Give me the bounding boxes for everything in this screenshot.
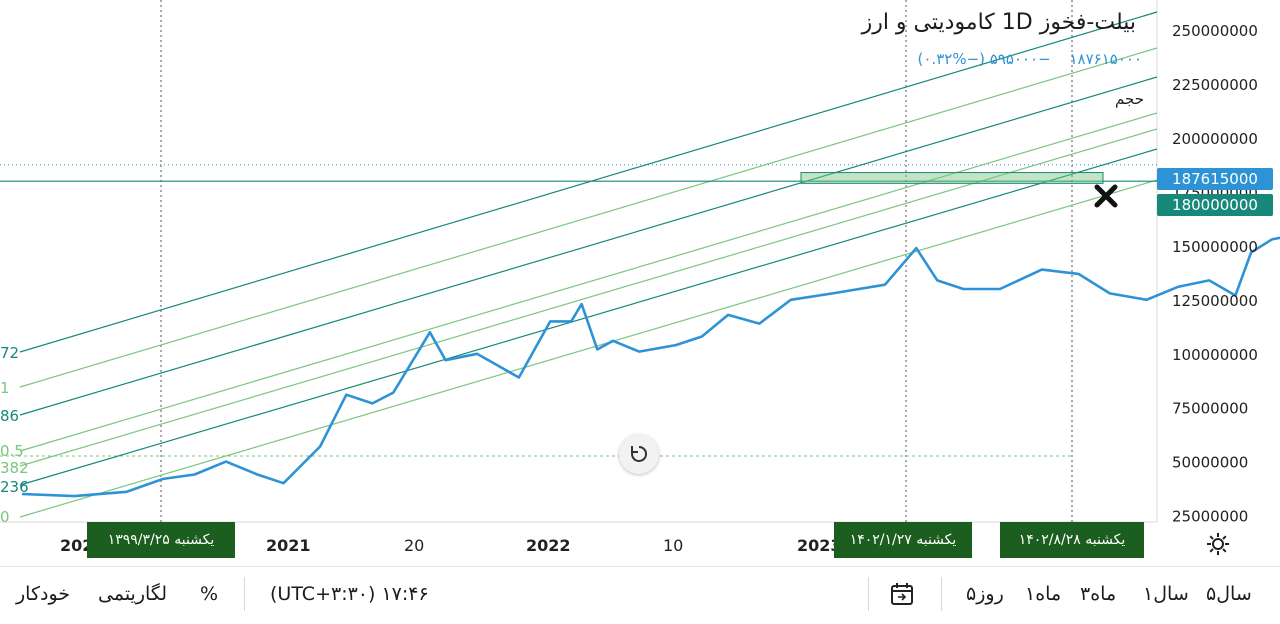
quote-line: ۱۸۷۶۱۵۰۰۰ −۵۹۵۰۰۰ (−۰.۳۲%)	[904, 50, 1142, 68]
calendar-icon	[891, 583, 913, 605]
range-5d-button[interactable]: ۵روز	[966, 583, 1004, 605]
fib-channel-line	[19, 76, 1158, 416]
y-tick-label: 25000000	[1172, 508, 1248, 526]
toolbar-separator	[941, 577, 942, 611]
current-price-tag: 187615000	[1157, 168, 1273, 190]
y-tick-label: 250000000	[1172, 22, 1258, 40]
toolbar-separator	[244, 577, 245, 611]
fib-level-label: 72	[0, 344, 19, 362]
fib-level-label: 236	[0, 478, 29, 496]
x-mark-icon	[1094, 184, 1118, 208]
y-tick-label: 125000000	[1172, 292, 1258, 310]
y-tick-label: 150000000	[1172, 238, 1258, 256]
price-line	[21, 236, 1280, 498]
x-tick-label: 2022	[526, 536, 571, 555]
auto-scale-toggle[interactable]: خودکار	[16, 583, 71, 605]
percent-toggle[interactable]: %	[200, 583, 219, 605]
y-tick-label: 75000000	[1172, 400, 1248, 418]
fib-level-label: 0.5	[0, 442, 24, 460]
y-tick-label: 225000000	[1172, 76, 1258, 94]
date-tag-3: یکشنبه ۱۴۰۲/۸/۲۸	[1000, 522, 1144, 558]
last-price: ۱۸۷۶۱۵۰۰۰	[1069, 50, 1142, 68]
gear-icon	[1207, 533, 1229, 555]
fib-channel-line	[19, 112, 1158, 452]
price-change: −۵۹۵۰۰۰ (−۰.۳۲%)	[917, 50, 1051, 68]
price-chart[interactable]: 2500000050000000750000001000000001250000…	[0, 0, 1280, 566]
fib-channel-line	[19, 148, 1158, 486]
date-range-button[interactable]	[889, 581, 915, 612]
settings-button[interactable]	[1200, 528, 1236, 560]
reset-icon	[631, 445, 648, 462]
range-3m-button[interactable]: ۳ماه	[1080, 583, 1117, 605]
x-tick-label: 202	[60, 536, 93, 555]
reset-chart-button[interactable]	[619, 434, 659, 474]
toolbar-separator	[868, 577, 869, 611]
fib-channel-line	[19, 11, 1158, 353]
level-price-tag: 180000000	[1157, 194, 1273, 216]
range-5y-button[interactable]: ۵سال	[1206, 583, 1252, 605]
fib-level-label: 0	[0, 508, 10, 526]
bottom-toolbar: ۵سال ۱سال ۳ماه ۱ماه ۵روز (UTC+۳:۳۰) ۱۷:۴…	[0, 566, 1280, 624]
fib-channel-line	[19, 128, 1158, 467]
support-zone	[800, 172, 1104, 184]
fib-level-label: 1	[0, 379, 10, 397]
y-tick-label: 200000000	[1172, 130, 1258, 148]
chart-area[interactable]: 25000000 50000000 75000000 100000000 1250000…	[0, 0, 1280, 566]
fib-level-label: 86	[0, 407, 19, 425]
y-tick-label: 100000000	[1172, 346, 1258, 364]
range-1m-button[interactable]: ۱ماه	[1025, 583, 1062, 605]
x-tick-label: 2023	[797, 536, 842, 555]
date-tag-1: یکشنبه ۱۳۹۹/۳/۲۵	[87, 522, 235, 558]
fib-channel-line	[19, 47, 1158, 388]
chart-title: بیلت-فخوز 1D کامودیتی و ارز	[861, 10, 1136, 35]
range-1y-button[interactable]: ۱سال	[1143, 583, 1189, 605]
x-tick-label: 2021	[266, 536, 311, 555]
log-scale-toggle[interactable]: لگاریتمی	[98, 583, 168, 605]
date-tag-2: یکشنبه ۱۴۰۲/۱/۲۷	[834, 522, 972, 558]
y-tick-label: 50000000	[1172, 454, 1248, 472]
fib-channel-line	[19, 179, 1158, 518]
volume-label: حجم	[1115, 90, 1144, 108]
x-tick-label: 10	[663, 536, 683, 555]
timezone-button[interactable]: (UTC+۳:۳۰) ۱۷:۴۶	[270, 583, 429, 605]
fib-level-label: 382	[0, 459, 29, 477]
x-tick-label: 20	[404, 536, 424, 555]
